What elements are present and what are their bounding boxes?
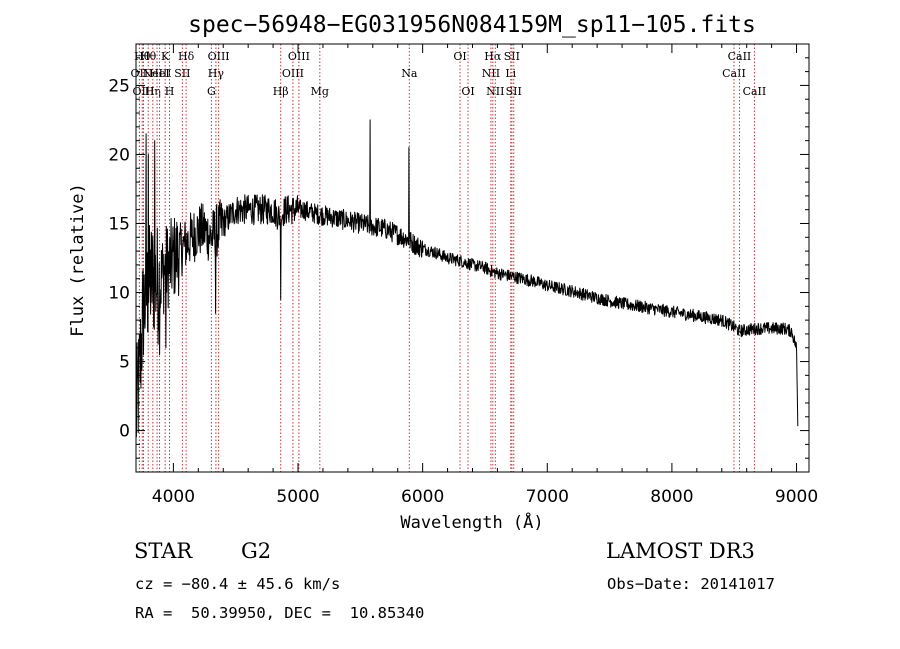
y-tick-label: 10 bbox=[108, 284, 130, 304]
spectral-line-label: NeIII bbox=[142, 67, 171, 80]
spectral-line-label: Hθ bbox=[134, 50, 151, 63]
y-tick-label: 20 bbox=[108, 145, 130, 165]
x-tick-label: 6000 bbox=[401, 487, 444, 507]
spectral-line-label: Mg bbox=[311, 85, 329, 98]
spectral-line-label: Na bbox=[401, 67, 418, 80]
spectral-line-label: Hθ bbox=[140, 50, 157, 63]
spectral-line-label: Hδ bbox=[178, 50, 195, 63]
spectral-line-label: Li bbox=[505, 67, 516, 80]
spectral-line-label: Hβ bbox=[273, 85, 289, 98]
x-tick-label: 8000 bbox=[650, 487, 693, 507]
radial-velocity: cz = −80.4 ± 45.6 km/s bbox=[135, 575, 341, 593]
x-tick-label: 9000 bbox=[775, 487, 818, 507]
y-axis-label: Flux (relative) bbox=[68, 183, 88, 337]
spectral-line-label: OIII bbox=[132, 85, 154, 98]
x-axis: 4000 5000 6000 7000 8000 9000 bbox=[152, 44, 818, 507]
spectral-line-label: Hα bbox=[484, 50, 502, 63]
spectral-line-label: H bbox=[165, 85, 175, 98]
spectral-line-label: NII bbox=[486, 85, 504, 98]
y-tick-label: 15 bbox=[108, 214, 130, 234]
observation-date: Obs−Date: 20141017 bbox=[607, 575, 775, 593]
spectral-line-label: OI bbox=[461, 85, 474, 98]
spectrum-layer bbox=[135, 119, 799, 438]
spectral-line-label: G bbox=[207, 85, 216, 98]
spectral-line-label: OIII bbox=[288, 50, 310, 63]
spectral-line-label: OIII bbox=[282, 67, 304, 80]
spectral-line-label: SII bbox=[504, 50, 520, 63]
survey-name: LAMOST DR3 bbox=[606, 539, 755, 563]
spectrum-line bbox=[135, 119, 799, 438]
spectral-line-label: Hγ bbox=[208, 67, 225, 80]
spectral-line-label: CaII bbox=[728, 50, 752, 63]
chart-title: spec−56948−EG031956N084159M_sp11−105.fit… bbox=[188, 12, 756, 38]
plot-frame bbox=[135, 43, 810, 473]
object-subclass: G2 bbox=[241, 539, 272, 563]
y-tick-label: 25 bbox=[108, 76, 130, 96]
spectral-line-label: CaII bbox=[722, 67, 746, 80]
x-tick-label: 7000 bbox=[526, 487, 569, 507]
spectral-line-label: OI bbox=[453, 50, 466, 63]
spectral-line-label: K bbox=[161, 50, 170, 63]
spectral-line-label: HeI bbox=[149, 67, 169, 80]
spectral-line-label: NII bbox=[482, 67, 500, 80]
sky-coordinates: RA = 50.39950, DEC = 10.85340 bbox=[135, 604, 425, 622]
y-axis: 0 5 10 15 20 25 bbox=[108, 57, 809, 459]
spectral-line-label: CaII bbox=[743, 85, 767, 98]
spectral-line-label: SII bbox=[506, 85, 522, 98]
spectral-line-label: Hη bbox=[145, 85, 161, 98]
object-class: STAR bbox=[134, 539, 193, 563]
y-tick-label: 0 bbox=[119, 422, 130, 442]
x-axis-label: Wavelength (Å) bbox=[400, 511, 543, 533]
x-tick-label: 5000 bbox=[276, 487, 319, 507]
x-tick-label: 4000 bbox=[152, 487, 195, 507]
spectral-line-label: SII bbox=[174, 67, 190, 80]
spectral-line-label: OIII bbox=[208, 50, 230, 63]
y-tick-label: 5 bbox=[119, 353, 130, 373]
